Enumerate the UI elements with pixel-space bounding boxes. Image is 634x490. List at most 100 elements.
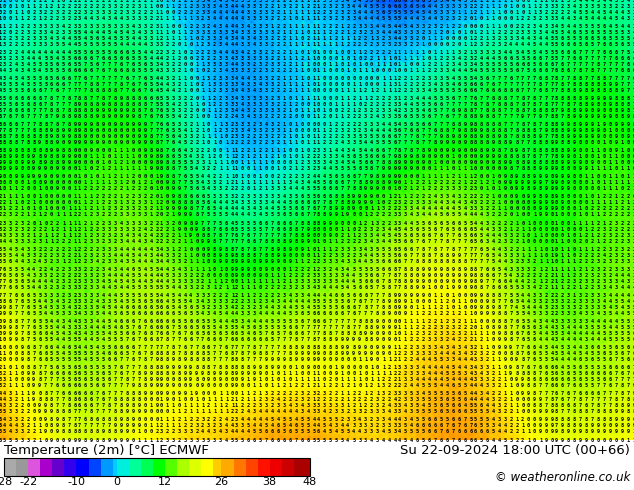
- Text: 7: 7: [56, 403, 59, 408]
- Text: 6: 6: [96, 377, 99, 382]
- Text: 4: 4: [247, 213, 250, 218]
- Text: 8: 8: [404, 273, 407, 278]
- Text: 1: 1: [434, 299, 437, 304]
- Text: 2: 2: [446, 62, 449, 67]
- Text: 4: 4: [346, 273, 349, 278]
- Text: 0: 0: [306, 148, 309, 153]
- Text: 6: 6: [439, 220, 443, 225]
- Text: 3: 3: [416, 345, 419, 350]
- Text: 1: 1: [171, 16, 174, 21]
- Text: 9: 9: [633, 403, 634, 408]
- Text: 3: 3: [96, 24, 99, 28]
- Text: 3: 3: [247, 16, 250, 21]
- Text: 8: 8: [90, 108, 93, 113]
- Text: 2: 2: [394, 206, 397, 212]
- Text: 1: 1: [313, 140, 316, 145]
- Text: 3: 3: [404, 365, 407, 370]
- Text: 1: 1: [195, 259, 198, 264]
- Text: 3: 3: [143, 36, 146, 41]
- Text: 1: 1: [288, 24, 292, 28]
- Text: 3: 3: [276, 403, 280, 408]
- Text: 7: 7: [126, 337, 129, 342]
- Text: 0: 0: [509, 213, 512, 218]
- Text: 5: 5: [609, 331, 612, 336]
- Text: 8: 8: [44, 134, 48, 139]
- Text: 5: 5: [469, 68, 472, 73]
- Text: 6: 6: [15, 96, 18, 101]
- Text: 8: 8: [503, 102, 507, 107]
- Text: 1: 1: [265, 160, 268, 165]
- Text: 6: 6: [633, 62, 634, 67]
- Text: 0: 0: [195, 88, 198, 93]
- Text: 5: 5: [288, 200, 292, 205]
- Text: 5: 5: [555, 351, 558, 356]
- Text: 6: 6: [515, 331, 519, 336]
- Text: 3: 3: [44, 293, 48, 298]
- Text: 9: 9: [555, 438, 558, 442]
- Text: 1: 1: [138, 438, 141, 442]
- Text: 1: 1: [603, 180, 605, 185]
- Text: 2: 2: [486, 206, 488, 212]
- Text: 5: 5: [20, 285, 23, 290]
- Text: 3: 3: [398, 220, 401, 225]
- Text: 8: 8: [521, 160, 524, 165]
- Text: 9: 9: [301, 246, 304, 252]
- Text: 4: 4: [102, 279, 105, 284]
- Text: 3: 3: [463, 3, 467, 8]
- Text: 8: 8: [382, 311, 385, 316]
- Text: 2: 2: [561, 3, 564, 8]
- Text: 4: 4: [370, 239, 373, 244]
- Text: 0: 0: [283, 267, 286, 272]
- Text: 3: 3: [68, 285, 71, 290]
- Text: 6: 6: [451, 220, 455, 225]
- Text: 5: 5: [74, 50, 77, 55]
- Text: 6: 6: [626, 62, 630, 67]
- Text: 4: 4: [247, 331, 250, 336]
- Text: 8: 8: [446, 259, 449, 264]
- Text: 9: 9: [0, 174, 1, 179]
- Text: 6: 6: [422, 233, 425, 238]
- Text: 0: 0: [328, 88, 332, 93]
- Text: 5: 5: [515, 285, 519, 290]
- Text: 1: 1: [340, 392, 344, 396]
- Text: 3: 3: [422, 371, 425, 376]
- Text: 1: 1: [213, 140, 216, 145]
- Text: 3: 3: [503, 417, 507, 422]
- Text: 3: 3: [474, 50, 477, 55]
- Text: 5: 5: [503, 273, 507, 278]
- Text: 1: 1: [38, 186, 41, 192]
- Text: 5: 5: [178, 154, 181, 159]
- Text: 8: 8: [388, 279, 391, 284]
- Text: 0: 0: [364, 365, 367, 370]
- Text: 6: 6: [183, 345, 186, 350]
- Text: 2: 2: [195, 50, 198, 55]
- Text: 9: 9: [621, 108, 624, 113]
- Text: 0: 0: [561, 233, 564, 238]
- Text: 3: 3: [416, 30, 419, 35]
- Bar: [269, 458, 282, 476]
- Text: 5: 5: [621, 30, 624, 35]
- Text: 1: 1: [231, 148, 234, 153]
- Text: 3: 3: [68, 30, 71, 35]
- Text: 9: 9: [404, 160, 407, 165]
- Text: 3: 3: [219, 186, 222, 192]
- Text: 5: 5: [108, 50, 111, 55]
- Text: 3: 3: [410, 36, 413, 41]
- Text: 6: 6: [195, 319, 198, 324]
- Text: 2: 2: [491, 200, 495, 205]
- Text: 9: 9: [26, 377, 29, 382]
- Text: 9: 9: [340, 351, 344, 356]
- Text: 0: 0: [195, 233, 198, 238]
- Text: 3: 3: [74, 325, 77, 330]
- Text: 0: 0: [32, 403, 36, 408]
- Text: 0: 0: [474, 24, 477, 28]
- Text: 3: 3: [573, 16, 576, 21]
- Text: 7: 7: [561, 114, 564, 119]
- Text: 5: 5: [183, 305, 186, 310]
- Text: 7: 7: [90, 76, 93, 81]
- Text: 1: 1: [509, 3, 512, 8]
- Text: 7: 7: [439, 239, 443, 244]
- Text: 2: 2: [479, 195, 482, 199]
- Text: 38: 38: [262, 477, 277, 487]
- Text: 1: 1: [463, 30, 467, 35]
